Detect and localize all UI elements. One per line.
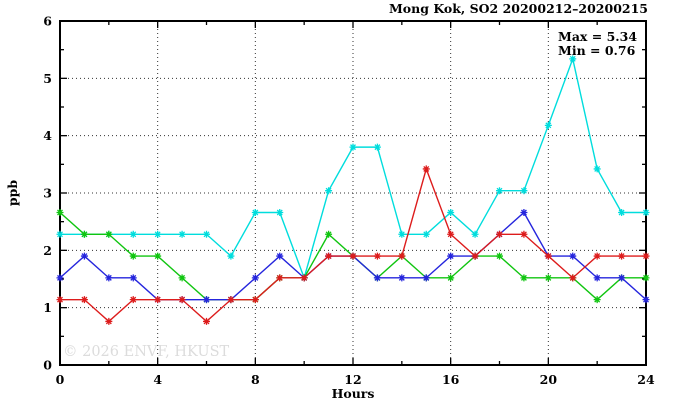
x-tick-label: 20 [540, 372, 558, 387]
y-tick-label: 5 [43, 71, 52, 86]
chart-title: Mong Kok, SO2 20200212–20200215 [389, 1, 648, 16]
x-tick-label: 12 [344, 372, 361, 387]
x-axis-label: Hours [332, 386, 375, 401]
y-tick-label: 0 [43, 358, 52, 373]
y-tick-label: 4 [43, 128, 52, 143]
x-tick-label: 0 [56, 372, 65, 387]
x-tick-label: 4 [153, 372, 162, 387]
plot-grid [59, 20, 647, 366]
x-tick-label: 8 [251, 372, 260, 387]
y-tick-label: 3 [43, 186, 52, 201]
max-annotation: Max = 5.34 [558, 29, 637, 44]
series-markers-red [56, 165, 650, 325]
min-annotation: Min = 0.76 [558, 43, 636, 58]
y-tick-label: 2 [43, 243, 52, 258]
x-tick-label: 24 [637, 372, 655, 387]
y-tick-label: 6 [43, 14, 52, 29]
y-axis-label: ppb [5, 180, 20, 206]
watermark: © 2026 ENVF, HKUST [63, 344, 229, 360]
x-tick-label: 16 [442, 372, 460, 387]
y-tick-label: 1 [43, 300, 52, 315]
plot-series [56, 55, 650, 325]
